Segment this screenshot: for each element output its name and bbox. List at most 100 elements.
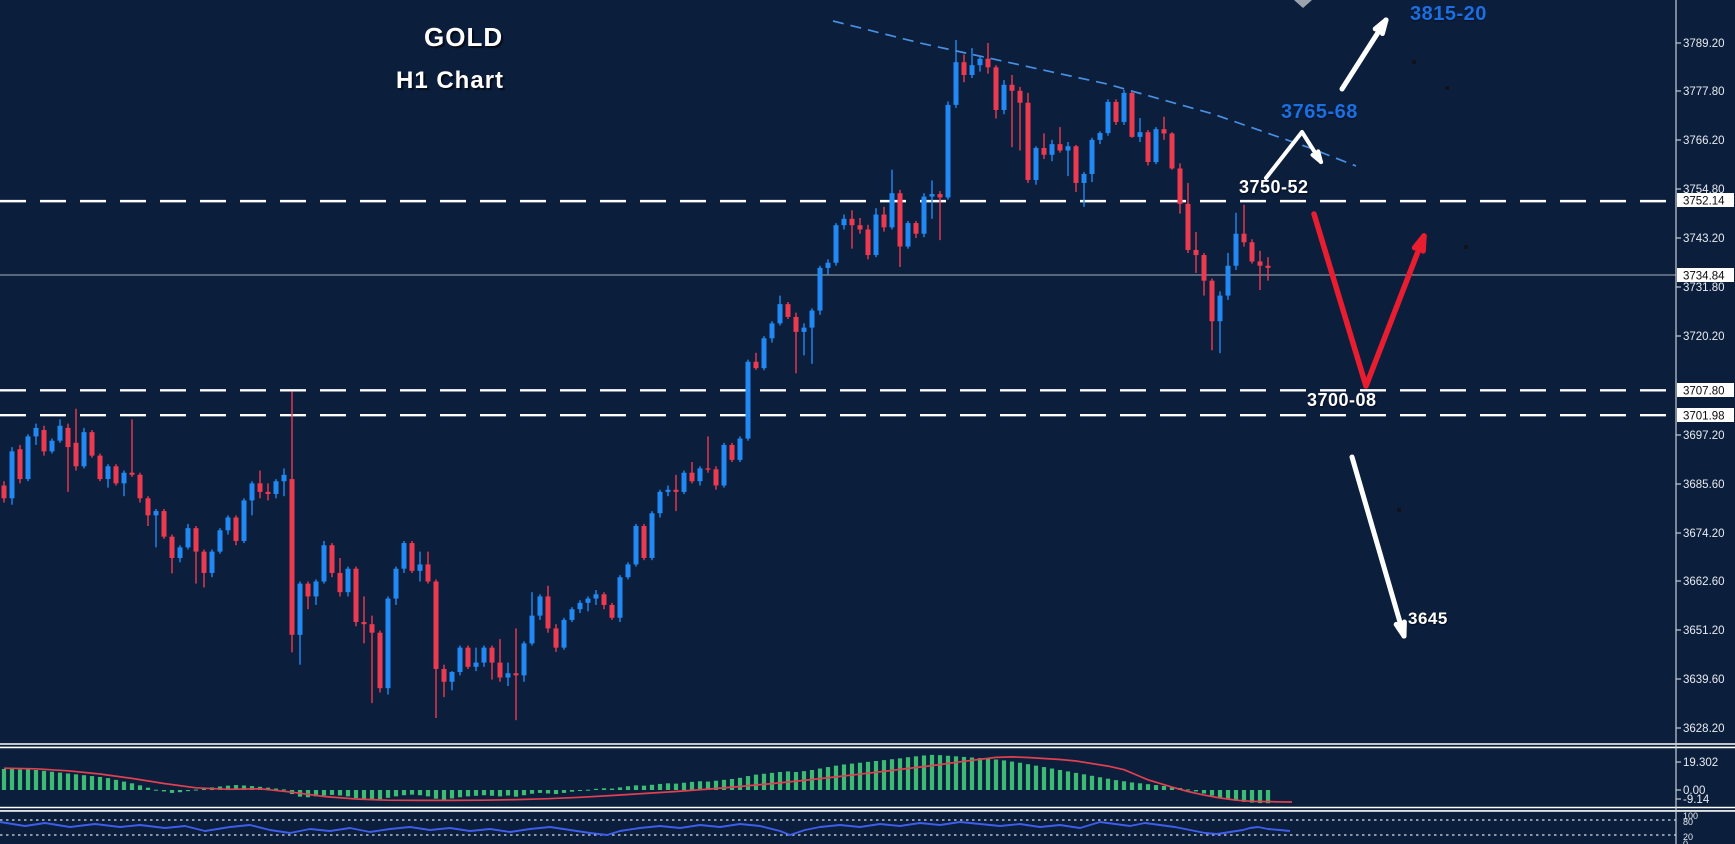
macd-bar (545, 790, 551, 794)
macd-bar (1265, 790, 1271, 804)
candle-body (225, 517, 231, 531)
candle-body (249, 483, 255, 501)
macd-bar (721, 779, 727, 790)
candle-body (97, 455, 103, 480)
candle-body (777, 304, 783, 324)
candle-body (1033, 147, 1039, 180)
macd-bar (777, 772, 783, 790)
macd-bar (953, 756, 959, 790)
candle-body (217, 530, 223, 552)
osc-axis-label: 0 (1683, 839, 1688, 844)
target-3815-label: 3815-20 (1410, 3, 1487, 25)
candle-body (337, 572, 343, 593)
candle-body (473, 662, 479, 667)
candle-body (465, 647, 471, 667)
macd-bar (601, 788, 607, 790)
candle-body (57, 425, 63, 441)
macd-bar (201, 788, 207, 790)
candle-body (657, 491, 663, 514)
candle-body (937, 194, 943, 198)
candle-body (697, 468, 703, 482)
candle-body (281, 474, 287, 482)
macd-bar (961, 756, 967, 790)
macd-bar (329, 790, 335, 795)
macd-bar (121, 781, 127, 790)
macd-histogram (1, 754, 1271, 804)
candle-body (1065, 146, 1071, 151)
candle-body (793, 316, 799, 332)
candle-body (177, 547, 183, 559)
candle-body (633, 526, 639, 565)
candle-body (617, 577, 623, 618)
candle-body (689, 472, 695, 482)
macd-bar (273, 788, 279, 790)
descending-trendline (832, 20, 1357, 167)
candle-body (753, 361, 759, 369)
level-3750-label: 3750-52 (1239, 177, 1309, 197)
candle-body (985, 58, 991, 68)
macd-bar (1185, 789, 1191, 791)
candle-body (593, 594, 599, 599)
candle-body (385, 598, 391, 689)
candle-body (601, 594, 607, 605)
candle-body (865, 229, 871, 256)
macd-bar (585, 789, 591, 791)
price-axis-label: 3789.20 (1683, 38, 1725, 50)
candle-body (9, 451, 15, 499)
osc-axis-label: 100 (1683, 811, 1698, 821)
candle-body (729, 444, 735, 460)
macd-bar (81, 775, 87, 790)
macd-bar (137, 785, 143, 790)
price-axis-label: 3674.20 (1683, 528, 1725, 540)
macd-bar (633, 785, 639, 790)
candle-body (1169, 133, 1175, 169)
macd-bar (465, 790, 471, 797)
candle-body (969, 65, 975, 76)
macd-bar (833, 765, 839, 790)
candle-body (433, 581, 439, 669)
macd-bar (337, 790, 343, 796)
chart-shift-marker[interactable] (1294, 0, 1312, 8)
macd-bar (481, 790, 487, 796)
macd-bar (313, 790, 319, 797)
candle-body (785, 304, 791, 317)
macd-bar (153, 789, 159, 791)
candle-body (849, 218, 855, 226)
macd-bar (33, 769, 39, 790)
macd-bar (369, 790, 375, 801)
macd-bar (1193, 790, 1199, 792)
price-axis-label: 3766.20 (1683, 135, 1725, 147)
candle-body (809, 310, 815, 328)
macd-bar (457, 790, 463, 798)
candle-body (1161, 129, 1167, 134)
candle-body (353, 568, 359, 623)
macd-bar (393, 790, 399, 797)
candle-body (825, 262, 831, 268)
candle-body (161, 511, 167, 537)
macd-axis-label: -9.14 (1683, 794, 1710, 806)
candle-body (945, 104, 951, 198)
macd-bar (937, 755, 943, 790)
candle-body (1073, 146, 1079, 183)
candle-body (1105, 101, 1111, 134)
macd-bar (89, 776, 95, 790)
candle-body (497, 662, 503, 678)
candle-body (521, 643, 527, 676)
candle-body (561, 619, 567, 648)
macd-bar (929, 754, 935, 790)
candle-body (73, 442, 79, 467)
macd-bar (1001, 760, 1007, 790)
candle-body (409, 543, 415, 571)
candle-body (953, 62, 959, 105)
candle-body (25, 436, 31, 480)
candle-body (1089, 139, 1095, 174)
macd-bar (1097, 777, 1103, 790)
macd-bar (1105, 778, 1111, 790)
candle-body (713, 469, 719, 486)
macd-bar (753, 774, 759, 790)
candle-body (89, 432, 95, 456)
candle-body (737, 438, 743, 460)
candle-body (665, 489, 671, 492)
